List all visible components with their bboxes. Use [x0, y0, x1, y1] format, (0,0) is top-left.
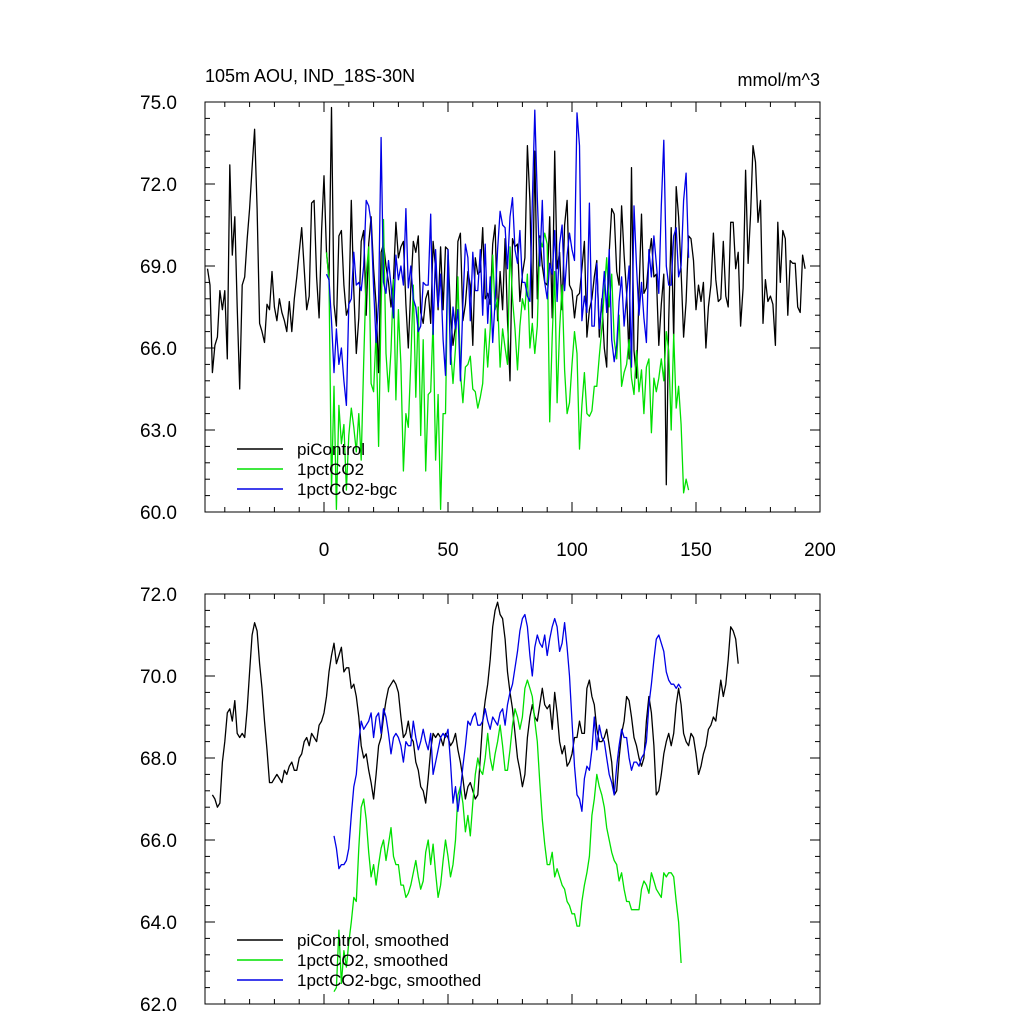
y-tick-label: 64.0 [140, 913, 177, 934]
bottom-ticks-group: 62.0 64.0 66.0 68.0 70.0 72.0 [140, 585, 821, 1016]
legend-label: piControl [297, 440, 365, 459]
y-tick-label: 63.0 [140, 421, 177, 442]
series-line-1pctco2-bgc [333, 613, 682, 870]
series-line-1pctco2 [325, 218, 690, 510]
y-tick-label: 72.0 [140, 585, 177, 606]
series-line-1pctco2 [333, 679, 682, 993]
top-series-group [206, 106, 806, 510]
y-tick-label: 70.0 [140, 667, 177, 688]
bottom-plot-frame [204, 593, 821, 1005]
top-ticks-group: 0 50 100 150 200 60.0 63.0 66.0 69.0 72.0 75.0 [140, 93, 836, 561]
y-tick-label: 68.0 [140, 749, 177, 770]
legend-label: 1pctCO2 [297, 460, 364, 479]
top-chart-title: 105m AOU, IND_18S-30N [205, 66, 415, 87]
x-tick-label: 0 [319, 540, 330, 561]
series-line-picontrol [206, 106, 806, 486]
legend-label: 1pctCO2-bgc, smoothed [297, 971, 481, 990]
x-tick-label: 100 [556, 540, 588, 561]
legend-label: 1pctCO2-bgc [297, 480, 398, 499]
series-line-1pctco2-bgc [325, 109, 690, 407]
series-line-picontrol [211, 601, 739, 808]
x-tick-label: 200 [804, 540, 836, 561]
y-tick-label: 69.0 [140, 257, 177, 278]
top-plot-frame [204, 101, 821, 513]
top-chart-panel: 105m AOU, IND_18S-30N mmol/m^3 0 50 100 150… [140, 66, 836, 561]
x-tick-label: 150 [680, 540, 712, 561]
y-tick-label: 66.0 [140, 339, 177, 360]
y-tick-label: 66.0 [140, 831, 177, 852]
legend-label: piControl, smoothed [297, 931, 449, 950]
legend-label: 1pctCO2, smoothed [297, 951, 448, 970]
y-tick-label: 60.0 [140, 503, 177, 524]
y-tick-label: 62.0 [140, 995, 177, 1016]
y-tick-label: 72.0 [140, 175, 177, 196]
bottom-chart-panel: 62.0 64.0 66.0 68.0 70.0 72.0 piControl, smoo… [140, 585, 821, 1016]
x-tick-label: 50 [437, 540, 458, 561]
y-tick-label: 75.0 [140, 93, 177, 114]
top-chart-units: mmol/m^3 [738, 70, 820, 90]
bottom-series-group [211, 601, 739, 993]
